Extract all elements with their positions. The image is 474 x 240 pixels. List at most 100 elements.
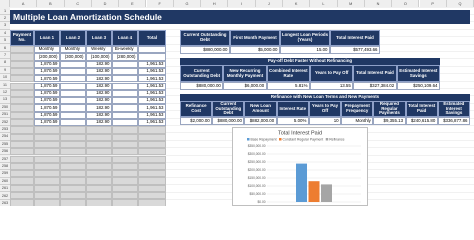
legend-swatch [325,138,329,141]
empty-cell [10,155,34,163]
payment-cell [112,119,138,127]
payment-cell: 1,961.53 [138,89,166,98]
row-number: 258 [0,162,10,171]
total-cell [138,53,166,61]
empty-cell [34,162,60,171]
empty-cell [10,199,34,206]
empty-cell [138,199,166,206]
empty-cell [112,126,138,134]
payment-no-cell [10,89,34,98]
empty-cell [86,126,112,134]
spreadsheet: A B C D E F G H I J K L M N O P Q 1 2 3 4 5 6 7 8 9 10 11 12 13 250 251… [0,0,474,206]
row-number: 3 [0,22,10,30]
empty-cell [60,170,86,178]
payment-cell [112,82,138,90]
empty-cell [34,140,60,149]
bar [296,163,307,202]
page: {"column_letters": ["A","B","C","D","E",… [0,0,474,206]
row-number: 10 [0,74,10,82]
payment-cell: 182.90 [86,89,112,98]
value-cell: 5.81% [266,82,310,90]
empty-cell [10,192,34,200]
row-number: 9 [0,66,10,74]
row-number: 261 [0,185,10,193]
table-header: Current Outstanding Debt [212,101,245,117]
empty-cell [138,148,166,156]
payment-cell: 1,961.53 [138,75,166,83]
column-letter: H [201,0,229,8]
empty-cell [112,184,138,192]
empty-cell [60,177,86,185]
row-number: 12 [0,88,10,97]
empty-cell [34,133,60,141]
payment-cell: 1,870.59 [34,82,60,90]
table-header: Total Interest Paid [330,30,380,46]
payment-no-cell [10,111,34,119]
value-cell: $2,000.00 [180,117,213,125]
payment-cell [60,119,86,127]
legend-swatch [279,138,282,141]
empty-cell [86,170,112,178]
empty-cell [86,140,112,149]
row-number: 255 [0,140,10,148]
table-header: Current Outstanding Debt [180,65,224,82]
empty-cell [86,184,112,192]
legend-label: Base Repayment [251,137,277,141]
table-header: Required Regular Payments [373,101,406,117]
table-header: Longest Loan Periods (Years) [280,30,330,46]
payment-cell [112,67,138,76]
payment-cell: 182.90 [86,60,112,68]
value-cell: 15.00 [280,46,330,54]
principal-cell: (300,000) [60,53,86,61]
empty-cell [86,162,112,171]
empty-cell [86,199,112,206]
empty-cell [138,177,166,185]
value-cell: $6,000.00 [223,82,267,90]
row-number: 1 [0,7,10,15]
empty-cell [138,140,166,149]
table-header: New Loan Amount [244,101,277,117]
table-header: Current Outstanding Debt [180,30,230,46]
legend-label: Refinance [329,137,344,141]
table-header: Estimated Interest Savings [437,101,470,117]
y-tick-label: $200,000.00 [248,168,266,172]
table-header: Payment No. [10,30,34,46]
row-number: 259 [0,170,10,178]
payment-no-cell [10,75,34,83]
table-header: Years to Pay Off [308,101,342,117]
empty-cell [60,133,86,141]
empty-cell [34,155,60,163]
value-cell: $327,384.02 [353,82,397,90]
row-number: 2 [0,14,10,23]
empty-cell [34,126,60,134]
section-title: Pay-off Debt Faster Without Refinancing [180,58,440,65]
empty-cell [60,184,86,192]
payment-cell [60,89,86,98]
column-letter: K [283,0,311,8]
table-header: Combined Interest Rate [266,65,310,82]
total-cell [138,46,166,54]
column-letter: D [91,0,120,8]
value-cell: 5.00% [276,117,309,125]
column-letter: N [364,0,393,8]
empty-cell [138,184,166,192]
principal-cell: (200,000) [34,53,60,61]
table-header: Total [138,30,166,46]
principal-cell: (280,000) [112,53,138,61]
value-cell: $250,109.64 [396,82,440,90]
payment-no-cell [10,60,34,68]
row-number: 253 [0,125,10,134]
value-cell: $336,877.86 [437,117,470,125]
column-letter: A [10,0,38,8]
payment-cell: 1,961.53 [138,119,166,127]
empty-cell [138,126,166,134]
empty-cell [34,170,60,178]
empty-cell [112,155,138,163]
value-cell: $5,000.00 [230,46,280,54]
legend-label: Constant Regular Payment [283,137,324,141]
row-number: 7 [0,51,10,60]
table-header: Total Interest Paid [405,101,438,117]
payment-cell: 1,961.53 [138,67,166,76]
y-tick-label: $150,000.00 [248,176,266,180]
